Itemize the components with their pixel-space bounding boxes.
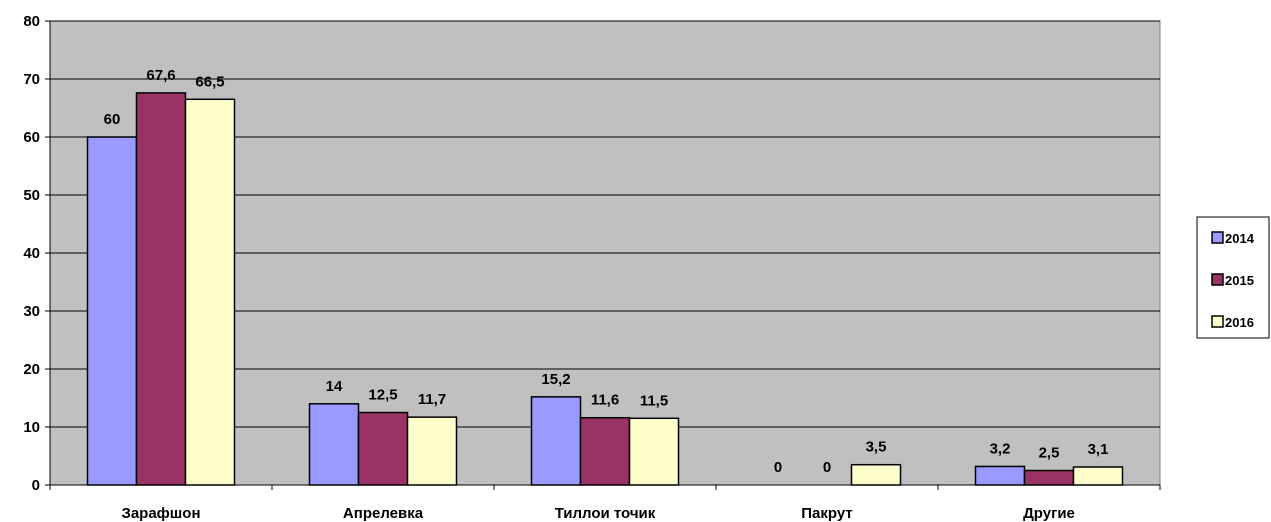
legend: 2014 2015 2016 bbox=[1196, 216, 1270, 339]
data-label-2016-3: 3,5 bbox=[866, 439, 887, 456]
data-labels: 60 67,6 66,5 14 12,5 11,7 15,2 11,6 11,5 0 0 3,5 3,2… bbox=[104, 67, 1109, 476]
legend-label-2016: 2016 bbox=[1225, 315, 1254, 330]
data-label-2015-0: 67,6 bbox=[146, 67, 175, 84]
bar-2016-1 bbox=[406, 416, 458, 486]
bar-2014-0 bbox=[86, 136, 138, 486]
data-label-2015-1: 12,5 bbox=[368, 387, 397, 404]
bar-2016-3 bbox=[850, 463, 902, 486]
data-label-2016-0: 66,5 bbox=[195, 73, 224, 90]
bar-2016-4 bbox=[1072, 466, 1124, 486]
category-label-2: Тиллои точик bbox=[555, 505, 656, 522]
bar-2015-2 bbox=[579, 416, 631, 486]
category-label-0: Зарафшон bbox=[121, 505, 200, 522]
data-label-2016-2: 11,5 bbox=[640, 392, 668, 409]
y-tick-label-50: 50 bbox=[23, 187, 40, 204]
data-label-2014-0: 60 bbox=[104, 111, 121, 128]
y-tick-label-40: 40 bbox=[23, 245, 40, 262]
data-label-2014-3: 0 bbox=[774, 459, 782, 476]
data-label-2015-4: 2,5 bbox=[1039, 445, 1060, 462]
legend-swatch-2015 bbox=[1211, 273, 1224, 286]
bar-2014-2 bbox=[530, 396, 582, 486]
y-tick-label-10: 10 bbox=[23, 419, 40, 436]
bar-2014-4 bbox=[974, 465, 1026, 486]
bar-2015-1 bbox=[357, 411, 409, 486]
category-label-1: Апрелевка bbox=[343, 505, 424, 522]
legend-swatch-2016 bbox=[1211, 315, 1224, 328]
data-label-2015-2: 11,6 bbox=[591, 392, 619, 409]
y-tick-label-80: 80 bbox=[23, 13, 40, 30]
data-label-2014-4: 3,2 bbox=[990, 440, 1011, 457]
data-label-2014-1: 14 bbox=[326, 378, 343, 395]
data-label-2015-3: 0 bbox=[823, 459, 831, 476]
legend-label-2014: 2014 bbox=[1225, 231, 1255, 246]
legend-label-2015: 2015 bbox=[1225, 273, 1254, 288]
legend-box bbox=[1196, 216, 1270, 339]
category-label-3: Пакрут bbox=[801, 505, 852, 522]
bar-2015-0 bbox=[135, 92, 187, 486]
legend-swatch-2014 bbox=[1211, 231, 1224, 244]
data-label-2016-1: 11,7 bbox=[418, 391, 446, 408]
bar-2015-4 bbox=[1023, 469, 1075, 486]
y-tick-label-20: 20 bbox=[23, 361, 40, 378]
y-tick-label-30: 30 bbox=[23, 303, 40, 320]
y-tick-label-0: 0 bbox=[32, 477, 40, 494]
y-tick-label-70: 70 bbox=[23, 71, 40, 88]
data-label-2014-2: 15,2 bbox=[541, 371, 570, 388]
axes: 0 10 20 30 40 50 60 70 80 Зарафшон Апрелевка Тиллои… bbox=[23, 13, 1161, 522]
bar-2016-0 bbox=[184, 98, 236, 486]
bars bbox=[86, 92, 1124, 486]
category-label-4: Другие bbox=[1023, 505, 1075, 522]
data-label-2016-4: 3,1 bbox=[1088, 441, 1109, 458]
y-tick-label-60: 60 bbox=[23, 129, 40, 146]
bar-2016-2 bbox=[628, 417, 680, 486]
bar-2014-1 bbox=[308, 403, 360, 486]
